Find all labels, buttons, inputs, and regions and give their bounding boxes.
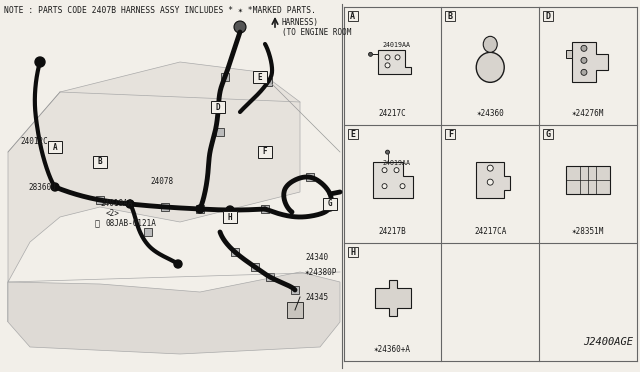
- Bar: [231, 248, 239, 256]
- Bar: [306, 173, 314, 181]
- Circle shape: [395, 55, 400, 60]
- Text: H: H: [228, 212, 232, 221]
- Circle shape: [385, 55, 390, 60]
- Circle shape: [382, 168, 387, 173]
- Text: 24217C: 24217C: [379, 109, 406, 118]
- Ellipse shape: [476, 52, 504, 82]
- Bar: [543, 12, 553, 22]
- Bar: [445, 129, 456, 139]
- Bar: [543, 129, 553, 139]
- Bar: [445, 12, 456, 22]
- Text: Ⓑ: Ⓑ: [95, 219, 99, 228]
- Text: A: A: [350, 12, 355, 21]
- Text: (TO ENGINE ROOM: (TO ENGINE ROOM: [282, 28, 351, 36]
- Bar: [348, 247, 358, 257]
- Circle shape: [126, 200, 134, 208]
- Circle shape: [400, 184, 405, 189]
- Circle shape: [385, 150, 390, 154]
- Circle shape: [487, 179, 493, 185]
- Polygon shape: [378, 50, 410, 74]
- Circle shape: [382, 184, 387, 189]
- Text: B: B: [98, 157, 102, 167]
- Text: 24078: 24078: [150, 177, 173, 186]
- Text: J2400AGE: J2400AGE: [583, 337, 633, 347]
- Circle shape: [581, 57, 587, 63]
- Circle shape: [369, 52, 372, 56]
- Circle shape: [581, 69, 587, 76]
- Circle shape: [487, 165, 493, 171]
- Text: 24012C: 24012C: [20, 138, 48, 147]
- Text: F: F: [448, 130, 453, 139]
- Circle shape: [326, 203, 334, 211]
- Text: HARNESS): HARNESS): [282, 17, 319, 26]
- Bar: [287, 302, 303, 318]
- Bar: [93, 156, 107, 168]
- Text: 24217CA: 24217CA: [474, 227, 506, 236]
- Bar: [323, 198, 337, 210]
- Bar: [253, 71, 267, 83]
- Text: ✶24360+A: ✶24360+A: [374, 345, 411, 354]
- Text: 24019AA: 24019AA: [383, 160, 410, 166]
- Text: D: D: [216, 103, 220, 112]
- Circle shape: [196, 205, 204, 213]
- Bar: [96, 196, 104, 204]
- Bar: [264, 78, 272, 86]
- Text: ✶24380P: ✶24380P: [305, 267, 337, 276]
- Text: ✶24276M: ✶24276M: [572, 109, 604, 118]
- Text: ✶28351M: ✶28351M: [572, 227, 604, 236]
- Circle shape: [394, 168, 399, 173]
- Bar: [566, 166, 610, 194]
- Text: E: E: [258, 73, 262, 81]
- Text: E: E: [350, 130, 355, 139]
- Text: 24345: 24345: [305, 292, 328, 301]
- Text: 08JAB-6121A: 08JAB-6121A: [106, 219, 157, 228]
- Polygon shape: [372, 162, 413, 198]
- Circle shape: [226, 206, 234, 214]
- Bar: [291, 286, 299, 294]
- Bar: [221, 73, 229, 81]
- Bar: [211, 101, 225, 113]
- Circle shape: [385, 63, 390, 68]
- Text: NOTE : PARTS CODE 2407B HARNESS ASSY INCLUDES * ✶ *MARKED PARTS.: NOTE : PARTS CODE 2407B HARNESS ASSY INC…: [4, 6, 316, 15]
- Text: 24217B: 24217B: [379, 227, 406, 236]
- Bar: [251, 263, 259, 271]
- Bar: [223, 211, 237, 223]
- Bar: [48, 141, 62, 153]
- Bar: [144, 228, 152, 236]
- Text: <2>: <2>: [106, 209, 120, 218]
- Text: D: D: [545, 12, 550, 21]
- Text: ✶24360: ✶24360: [476, 109, 504, 118]
- Circle shape: [234, 21, 246, 33]
- Polygon shape: [8, 62, 300, 322]
- Ellipse shape: [483, 36, 497, 52]
- Text: G: G: [328, 199, 332, 208]
- Text: 24340: 24340: [305, 253, 328, 262]
- Text: G: G: [545, 130, 550, 139]
- Text: H: H: [350, 247, 355, 257]
- Polygon shape: [8, 272, 340, 354]
- Circle shape: [581, 45, 587, 51]
- Polygon shape: [572, 42, 608, 82]
- Circle shape: [174, 260, 182, 268]
- Text: B: B: [448, 12, 453, 21]
- Text: 24019AA: 24019AA: [383, 42, 410, 48]
- Bar: [266, 273, 274, 281]
- Bar: [261, 205, 269, 213]
- Text: 24019AA: 24019AA: [100, 199, 132, 208]
- Text: F: F: [262, 148, 268, 157]
- Circle shape: [35, 57, 45, 67]
- Bar: [196, 205, 204, 213]
- Bar: [258, 146, 272, 158]
- Circle shape: [51, 183, 59, 191]
- Bar: [348, 12, 358, 22]
- Text: A: A: [52, 142, 58, 151]
- Polygon shape: [566, 50, 572, 58]
- Bar: [348, 129, 358, 139]
- Polygon shape: [374, 280, 410, 316]
- Bar: [216, 128, 224, 136]
- Polygon shape: [476, 162, 510, 198]
- Bar: [161, 203, 169, 211]
- Text: 28360U: 28360U: [28, 183, 56, 192]
